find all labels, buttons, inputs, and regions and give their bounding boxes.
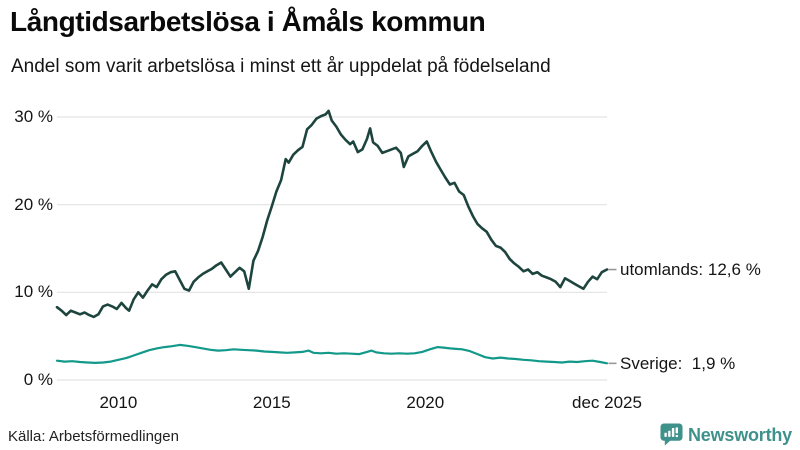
series-end-label-sverige: Sverige: 1,9 % [620,353,736,373]
y-axis-tick-10: 10 % [14,282,53,302]
source-note: Källa: Arbetsförmedlingen [8,428,179,445]
newsworthy-logo-icon [660,423,683,447]
series-end-label-utomlands: utomlands: 12,6 % [620,260,761,280]
y-axis-tick-0: 0 % [23,370,53,389]
chart-subtitle: Andel som varit arbetslösa i minst ett å… [11,56,551,77]
series-line-utomlands [55,109,609,319]
x-axis-tick-2020: 2020 [406,393,445,412]
x-axis-tick-dec-2025: dec 2025 [572,393,642,412]
newsworthy-brand: Newsworthy [660,423,792,447]
x-axis-tick-2010: 2010 [99,393,138,412]
y-axis-tick-20: 20 % [14,194,53,214]
page-title: Långtidsarbetslösa i Åmåls kommun [10,6,486,37]
x-axis-tick-2015: 2015 [252,393,291,412]
y-axis-tick-30: 30 % [14,107,53,126]
series-line-Sverige [55,343,609,365]
newsworthy-brand-name: Newsworthy [687,424,792,445]
